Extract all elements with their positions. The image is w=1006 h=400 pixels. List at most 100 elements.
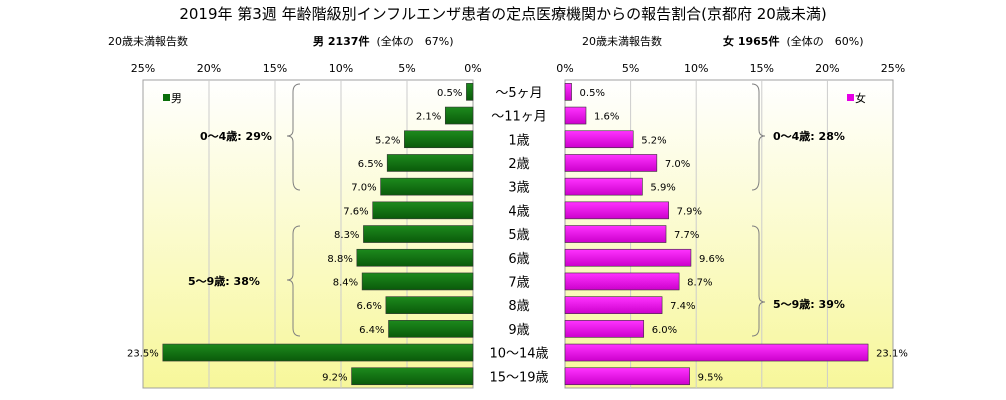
female-bar <box>564 177 643 196</box>
age-category-label: 3歳 <box>508 181 529 196</box>
age-category-label: 〜11ヶ月 <box>491 110 547 125</box>
age-category-label: 9歳 <box>508 323 529 338</box>
male-bar <box>466 83 474 101</box>
male-total: 男 2137件 (全体の 67%) <box>313 33 454 49</box>
male-legend-swatch <box>163 94 170 101</box>
female-bar-value-label: 7.9% <box>677 206 702 217</box>
female-x-tick-label: 15% <box>750 62 774 75</box>
female-bar <box>564 272 680 291</box>
male-sex-count: 男 2137件 <box>313 35 370 48</box>
female-legend: 女 <box>847 91 866 105</box>
female-bar <box>564 320 645 338</box>
male-x-tick-label: 25% <box>131 62 155 75</box>
female-group-label-5-9: 5〜9歳: 39% <box>773 297 845 311</box>
age-category-label: 2歳 <box>508 157 529 172</box>
female-group-brace-0-4 <box>751 83 766 191</box>
male-bar-value-label: 8.8% <box>327 254 352 265</box>
male-x-tick-label: 0% <box>464 62 481 75</box>
male-bar <box>388 320 474 338</box>
female-x-tick-label: 10% <box>684 62 708 75</box>
male-bar <box>385 296 474 314</box>
female-bar-value-label: 5.2% <box>641 135 666 146</box>
female-bar-value-label: 7.4% <box>670 301 695 312</box>
male-bar-value-label: 9.2% <box>322 372 347 383</box>
female-count-label: 20歳未満報告数 <box>582 35 662 48</box>
female-bar <box>564 130 634 149</box>
male-bar <box>162 343 474 362</box>
male-count-label: 20歳未満報告数 <box>108 35 188 48</box>
age-category-label: 1歳 <box>508 133 529 148</box>
male-x-tick-label: 10% <box>329 62 353 75</box>
female-x-tick-label: 20% <box>815 62 839 75</box>
female-bar-value-label: 6.0% <box>652 325 677 336</box>
female-bar-value-label: 9.5% <box>698 372 723 383</box>
male-bar-value-label: 6.4% <box>359 325 384 336</box>
female-bar-value-label: 9.6% <box>699 254 724 265</box>
female-sex-count: 女 1965件 <box>723 35 780 48</box>
female-bar <box>564 154 658 172</box>
female-total: 女 1965件 (全体の 60%) <box>723 33 864 49</box>
male-bar-value-label: 8.3% <box>334 230 359 241</box>
male-legend: 男 <box>163 92 182 105</box>
female-bar-value-label: 7.7% <box>674 230 699 241</box>
female-bar <box>564 248 692 267</box>
female-bar-value-label: 1.6% <box>594 112 619 123</box>
age-category-label: 5歳 <box>508 228 529 243</box>
age-category-label: 10〜14歳 <box>489 347 548 362</box>
male-bar-value-label: 23.5% <box>127 349 159 360</box>
female-bar-value-label: 0.5% <box>580 88 605 99</box>
male-x-tick-label: 20% <box>197 62 221 75</box>
female-bar <box>564 343 869 362</box>
male-legend-label: 男 <box>171 92 182 105</box>
female-bar-value-label: 5.9% <box>650 183 675 194</box>
male-bar-value-label: 2.1% <box>416 112 441 123</box>
chart-title: 2019年 第3週 年齢階級別インフルエンザ患者の定点医療機関からの報告割合(京… <box>179 5 827 23</box>
age-category-label: 4歳 <box>508 204 529 219</box>
male-bar <box>444 106 474 125</box>
male-bar <box>372 201 474 220</box>
female-legend-label: 女 <box>855 91 866 105</box>
female-share: (全体の 60%) <box>786 35 864 48</box>
male-group-brace-0-4 <box>286 83 301 191</box>
female-bar <box>564 367 690 386</box>
female-bar <box>564 201 669 220</box>
male-bar-value-label: 8.4% <box>333 277 358 288</box>
age-category-label: 8歳 <box>508 299 529 314</box>
age-category-label: 15〜19歳 <box>489 370 548 385</box>
male-group-label-0-4: 0〜4歳: 29% <box>200 129 272 143</box>
female-x-tick-label: 25% <box>881 62 905 75</box>
female-bar <box>564 106 587 125</box>
age-category-label: 〜5ヶ月 <box>495 86 542 101</box>
female-x-tick-label: 5% <box>622 62 639 75</box>
female-bar-value-label: 7.0% <box>665 159 690 170</box>
age-category-label: 7歳 <box>508 275 529 290</box>
female-bar-value-label: 8.7% <box>687 277 712 288</box>
female-bar <box>564 83 572 101</box>
male-x-tick-label: 5% <box>398 62 415 75</box>
male-share: (全体の 67%) <box>376 35 454 48</box>
female-group-brace-5-9 <box>751 225 766 337</box>
female-bar <box>564 225 667 243</box>
female-x-tick-label: 0% <box>556 62 573 75</box>
male-x-tick-label: 15% <box>263 62 287 75</box>
age-category-label: 6歳 <box>508 252 529 267</box>
female-bar-value-label: 23.1% <box>876 349 908 360</box>
female-legend-swatch <box>847 94 854 101</box>
female-bar <box>564 296 663 314</box>
male-group-label-5-9: 5〜9歳: 38% <box>188 274 260 288</box>
male-bar <box>356 248 474 267</box>
male-group-brace-5-9 <box>286 225 301 337</box>
male-bar-value-label: 7.6% <box>343 206 368 217</box>
male-bar-value-label: 6.5% <box>358 159 383 170</box>
male-bar <box>361 272 474 291</box>
male-bar <box>363 225 474 243</box>
male-bar <box>386 154 474 172</box>
male-bar-value-label: 7.0% <box>351 183 376 194</box>
female-group-label-0-4: 0〜4歳: 28% <box>773 129 845 143</box>
male-bar <box>351 367 474 386</box>
male-bar <box>404 130 474 149</box>
male-bar <box>380 177 474 196</box>
male-bar-value-label: 0.5% <box>437 88 462 99</box>
male-bar-value-label: 5.2% <box>375 135 400 146</box>
